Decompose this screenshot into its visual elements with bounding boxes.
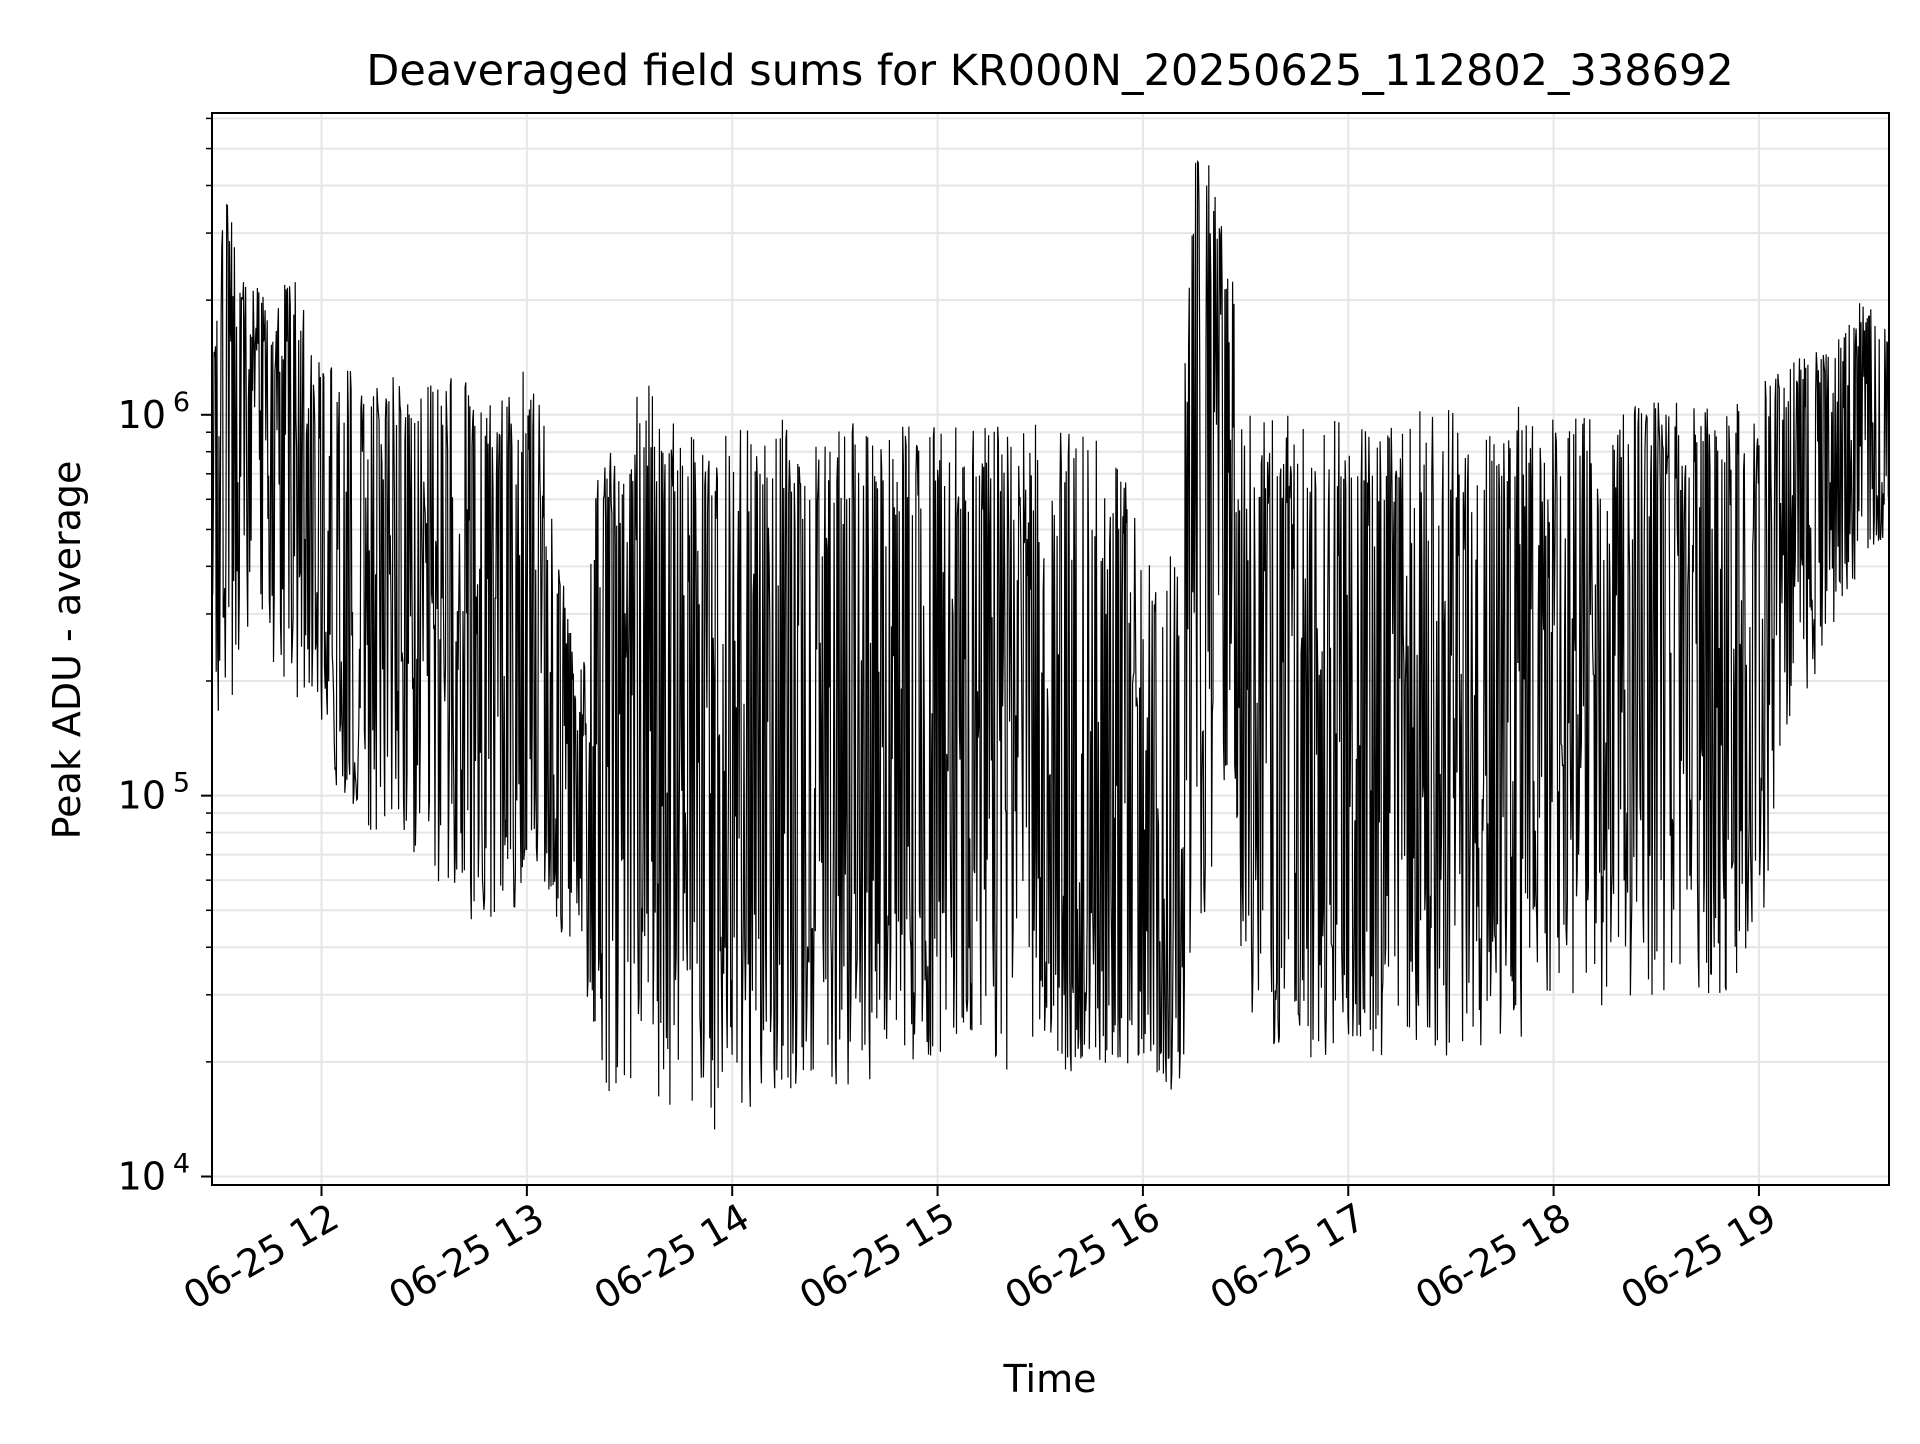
x-axis-label: Time [1003, 1357, 1097, 1401]
y-tick-exponent: 6 [173, 387, 190, 418]
series-layer [211, 159, 1890, 1130]
y-tick-exponent: 4 [173, 1149, 190, 1180]
y-tick-exponent: 5 [173, 768, 190, 799]
y-axis-label: Peak ADU - average [45, 461, 89, 840]
plot-frame [211, 112, 1890, 1186]
y-tick-label: 10 [118, 1155, 166, 1199]
y-tick-label: 10 [118, 393, 166, 437]
series-line [211, 159, 1890, 1130]
chart-title: Deaveraged field sums for KR000N_2025062… [366, 46, 1733, 96]
y-tick-label: 10 [118, 774, 166, 818]
